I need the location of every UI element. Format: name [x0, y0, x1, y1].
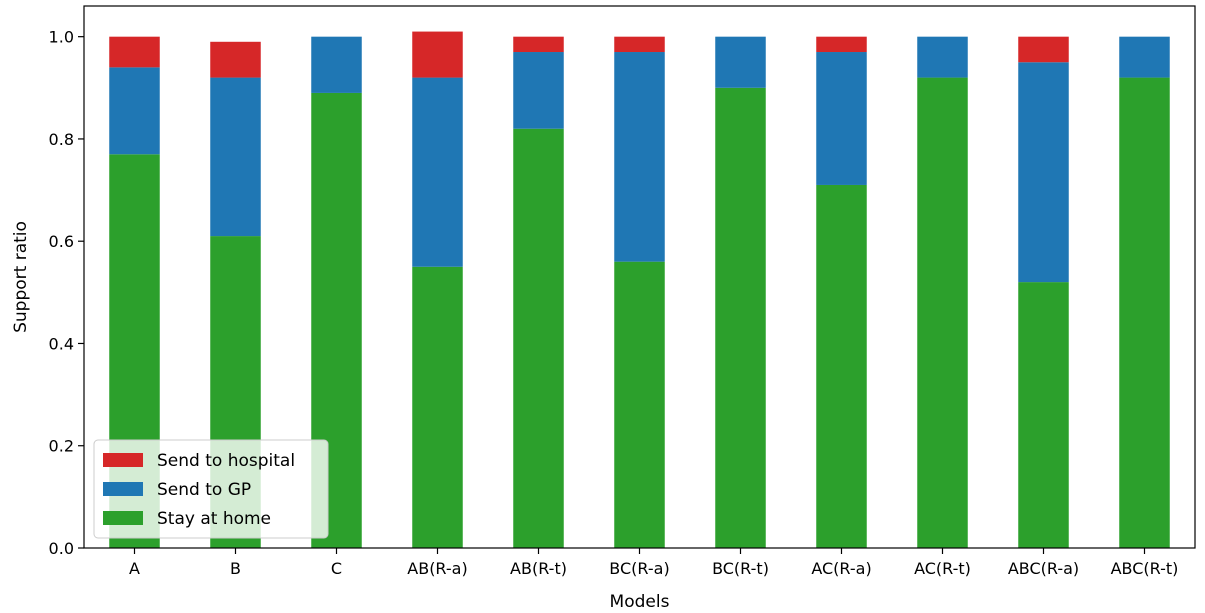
- bar-segment: [412, 31, 463, 78]
- y-tick-label: 0.4: [49, 334, 74, 353]
- x-tick-label: ABC(R-t): [1111, 559, 1179, 578]
- bar-segment: [1119, 36, 1170, 78]
- x-tick-label: B: [230, 559, 241, 578]
- bar-segment: [1018, 282, 1069, 548]
- bar-segment: [614, 261, 665, 548]
- axes-layer: 0.0 0.2 0.4 0.6 0.8 1.0 A B C AB(R-a) AB(R-t) BC(R-…: [49, 5, 1196, 578]
- bar-segment: [1119, 77, 1170, 548]
- legend-label: Send to GP: [157, 480, 251, 500]
- y-tick-label: 0.6: [49, 232, 74, 251]
- bar-segment: [917, 36, 968, 78]
- bar-segment: [210, 77, 261, 237]
- bar-segment: [513, 52, 564, 129]
- bar-segment: [715, 36, 766, 88]
- legend-swatch: [103, 482, 143, 496]
- bar-segment: [109, 36, 160, 68]
- legend-swatch: [103, 453, 143, 467]
- bar-segment: [614, 36, 665, 53]
- legend-label: Send to hospital: [157, 451, 295, 471]
- bar-segment: [614, 52, 665, 262]
- x-tick-label: ABC(R-a): [1008, 559, 1079, 578]
- x-tick-label: AC(R-t): [914, 559, 971, 578]
- legend-label: Stay at home: [157, 509, 271, 529]
- bars-layer: [109, 31, 1170, 549]
- x-tick-label: BC(R-t): [712, 559, 769, 578]
- bar-segment: [1018, 36, 1069, 63]
- y-axis-label: Support ratio: [11, 221, 31, 333]
- bar-segment: [412, 77, 463, 267]
- bar-segment: [210, 41, 261, 78]
- bar-segment: [513, 128, 564, 548]
- x-axis-label: Models: [610, 592, 670, 612]
- y-tick-label: 0.0: [49, 539, 74, 558]
- bar-segment: [412, 266, 463, 548]
- y-tick-label: 1.0: [49, 28, 74, 47]
- bar-segment: [1018, 62, 1069, 283]
- bar-segment: [109, 67, 160, 155]
- x-tick-label: A: [129, 559, 140, 578]
- x-tick-label: C: [331, 559, 342, 578]
- bar-segment: [816, 36, 867, 53]
- legend-swatch: [103, 511, 143, 525]
- x-tick-label: AB(R-a): [407, 559, 467, 578]
- x-tick-label: BC(R-a): [609, 559, 669, 578]
- x-tick-label: AC(R-a): [811, 559, 871, 578]
- y-tick-label: 0.2: [49, 437, 74, 456]
- bar-segment: [816, 52, 867, 185]
- legend: Send to hospital Send to GP Stay at home: [93, 439, 329, 539]
- bar-segment: [816, 184, 867, 548]
- x-tick-label: AB(R-t): [510, 559, 567, 578]
- y-tick-label: 0.8: [49, 130, 74, 149]
- bar-segment: [513, 36, 564, 53]
- legend-box: [93, 439, 329, 539]
- bar-segment: [311, 36, 362, 93]
- bar-segment: [917, 77, 968, 548]
- bar-segment: [715, 87, 766, 548]
